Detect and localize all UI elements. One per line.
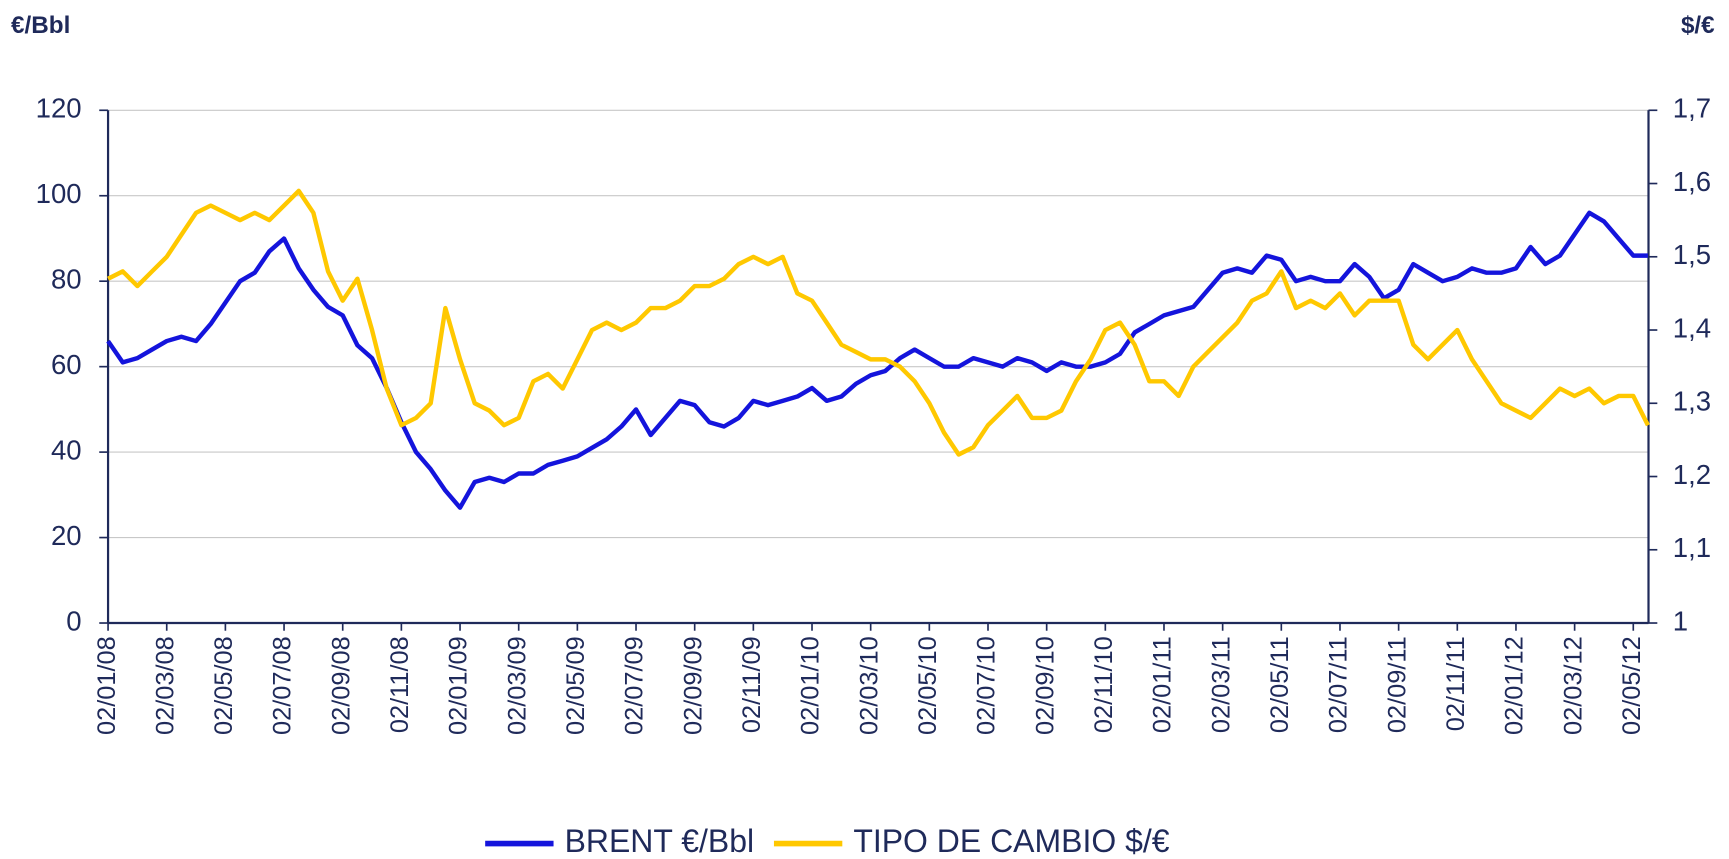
x-tick-label: 02/11/10 xyxy=(1090,636,1118,733)
y2-tick-label: 1,5 xyxy=(1673,239,1711,270)
y2-tick-label: 1,6 xyxy=(1673,166,1711,197)
y-axis-title: €/Bbl xyxy=(11,12,70,39)
x-tick-label: 02/01/10 xyxy=(797,636,825,735)
x-tick-label: 02/05/11 xyxy=(1266,636,1294,733)
x-tick-label: 02/11/09 xyxy=(738,636,766,733)
y2-tick-label: 1,7 xyxy=(1673,93,1711,124)
x-tick-label: 02/07/11 xyxy=(1325,636,1353,733)
x-tick-label: 02/09/10 xyxy=(1031,636,1059,735)
y2-tick-label: 1,4 xyxy=(1673,312,1711,343)
legend-label: BRENT €/Bbl xyxy=(565,823,755,859)
legend-label: TIPO DE CAMBIO $/€ xyxy=(853,823,1169,859)
x-tick-label: 02/09/11 xyxy=(1383,636,1411,733)
y-tick-label: 100 xyxy=(36,178,82,209)
y-tick-label: 80 xyxy=(51,263,82,294)
x-tick-label: 02/01/11 xyxy=(1149,636,1177,733)
x-tick-label: 02/09/08 xyxy=(327,636,355,735)
x-tick-label: 02/07/09 xyxy=(621,636,649,735)
x-tick-label: 02/01/08 xyxy=(93,636,121,735)
x-tick-label: 02/07/10 xyxy=(973,636,1001,735)
series-line xyxy=(106,210,1648,510)
x-tick-label: 02/05/08 xyxy=(210,636,238,735)
y-tick-label: 60 xyxy=(51,349,82,380)
y-tick-label: 0 xyxy=(66,605,81,636)
x-tick-label: 02/03/10 xyxy=(855,636,883,735)
y-tick-label: 20 xyxy=(51,520,82,551)
x-tick-label: 02/01/09 xyxy=(445,636,473,735)
x-tick-label: 02/11/11 xyxy=(1442,636,1470,731)
y2-axis-title: $/€ xyxy=(1681,12,1715,39)
x-tick-label: 02/05/12 xyxy=(1618,636,1646,735)
y-tick-label: 120 xyxy=(36,93,82,124)
x-tick-label: 02/11/08 xyxy=(386,636,414,733)
x-tick-label: 02/05/10 xyxy=(914,636,942,735)
x-tick-label: 02/09/09 xyxy=(679,636,707,735)
y-tick-label: 40 xyxy=(51,434,82,465)
x-tick-label: 02/07/08 xyxy=(269,636,297,735)
y2-tick-label: 1,3 xyxy=(1673,386,1711,417)
y2-tick-label: 1,1 xyxy=(1673,532,1711,563)
x-tick-label: 02/03/08 xyxy=(151,636,179,735)
x-tick-label: 02/05/09 xyxy=(562,636,590,735)
legend: BRENT €/Bbl TIPO DE CAMBIO $/€ xyxy=(485,823,1170,859)
x-tick-label: 02/03/11 xyxy=(1207,636,1235,733)
x-tick-label: 02/03/09 xyxy=(503,636,531,735)
x-tick-label: 02/01/12 xyxy=(1501,636,1529,735)
y2-tick-label: 1,2 xyxy=(1673,459,1711,490)
y2-tick-label: 1 xyxy=(1673,605,1688,636)
x-tick-label: 02/03/12 xyxy=(1559,636,1587,735)
series-line xyxy=(107,188,1650,457)
